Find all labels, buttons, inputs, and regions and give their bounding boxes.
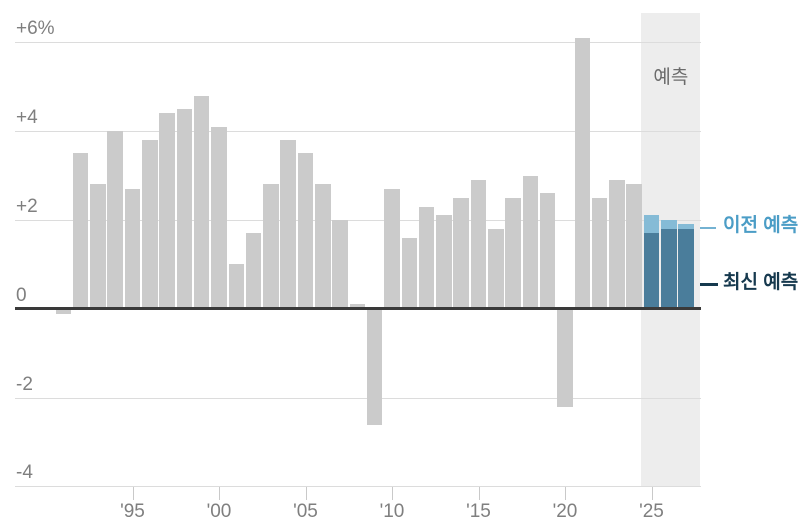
- bar-2018: [522, 175, 539, 309]
- bar-2013: [436, 215, 452, 309]
- previous-forecast-label: 이전 예측: [723, 215, 799, 236]
- gridline--2: [15, 397, 701, 399]
- bar-1991: [55, 309, 72, 315]
- x-axis-tick-2000: [219, 486, 220, 500]
- gridline-4: [15, 131, 701, 133]
- x-axis-label-1995: '95: [120, 501, 145, 522]
- bar-2019: [539, 193, 556, 309]
- y-axis-label: 0: [16, 284, 27, 306]
- x-axis-label-2010: '10: [379, 501, 405, 522]
- bar-2006: [315, 184, 331, 309]
- y-axis-label: +4: [16, 107, 38, 129]
- x-axis-label-2005: '05: [293, 501, 318, 522]
- bar-2016: [488, 228, 504, 309]
- x-axis-tick-1995: [132, 486, 134, 500]
- bar-1998: [176, 108, 193, 309]
- latest-forecast-leader-line: [700, 283, 718, 286]
- bar-latest-forecast-2026: [661, 228, 677, 309]
- bar-1996: [142, 139, 158, 309]
- bar-2015: [470, 179, 487, 309]
- bar-2003: [263, 184, 279, 309]
- bar-2009: [366, 309, 383, 426]
- y-axis-label: +6%: [16, 18, 55, 40]
- zero-baseline: [15, 307, 701, 310]
- x-axis-tick-2025: [651, 486, 653, 500]
- bar-2020: [557, 309, 573, 408]
- x-axis-tick-2015: [478, 486, 480, 500]
- bar-2024: [626, 184, 642, 309]
- x-axis-label-2015: '15: [466, 501, 491, 522]
- bar-2022: [591, 197, 608, 309]
- gridline-6: [15, 42, 701, 44]
- bar-2007: [332, 219, 348, 309]
- bar-2011: [401, 237, 418, 309]
- x-axis-label-2000: '00: [206, 501, 232, 522]
- bar-1995: [124, 188, 141, 309]
- bar-1999: [193, 95, 210, 309]
- y-axis-label: -4: [16, 462, 33, 484]
- bar-1997: [159, 113, 175, 309]
- bar-latest-forecast-2025: [643, 233, 660, 309]
- bar-2021: [574, 37, 591, 309]
- bar-2023: [609, 179, 625, 309]
- y-axis-label: +2: [16, 195, 38, 217]
- gridline-2: [15, 219, 701, 221]
- bar-2010: [384, 188, 400, 309]
- bar-2004: [280, 139, 296, 309]
- bar-2000: [211, 126, 227, 309]
- x-axis-label-2020: '20: [552, 501, 578, 522]
- bar-2005: [297, 153, 314, 309]
- x-axis-tick-2020: [565, 486, 566, 500]
- bar-1992: [72, 153, 89, 309]
- previous-forecast-leader-line: [700, 227, 716, 229]
- x-axis-label-2025: '25: [639, 501, 664, 522]
- latest-forecast-label: 최신 예측: [723, 272, 799, 293]
- forecast-band-label: 예측: [653, 67, 689, 88]
- bar-2014: [453, 197, 469, 309]
- x-axis-tick-2010: [392, 486, 393, 500]
- bar-2001: [228, 264, 245, 309]
- bar-2017: [505, 197, 521, 309]
- bar-latest-forecast-2027: [678, 228, 694, 309]
- bar-2012: [418, 206, 435, 309]
- x-axis-tick-2005: [305, 486, 307, 500]
- bar-2008: [349, 304, 366, 309]
- y-axis-label: -2: [16, 373, 33, 395]
- gridline--4: [15, 486, 701, 488]
- bar-2002: [245, 233, 262, 309]
- bar-1994: [107, 131, 123, 309]
- bar-1993: [90, 184, 106, 309]
